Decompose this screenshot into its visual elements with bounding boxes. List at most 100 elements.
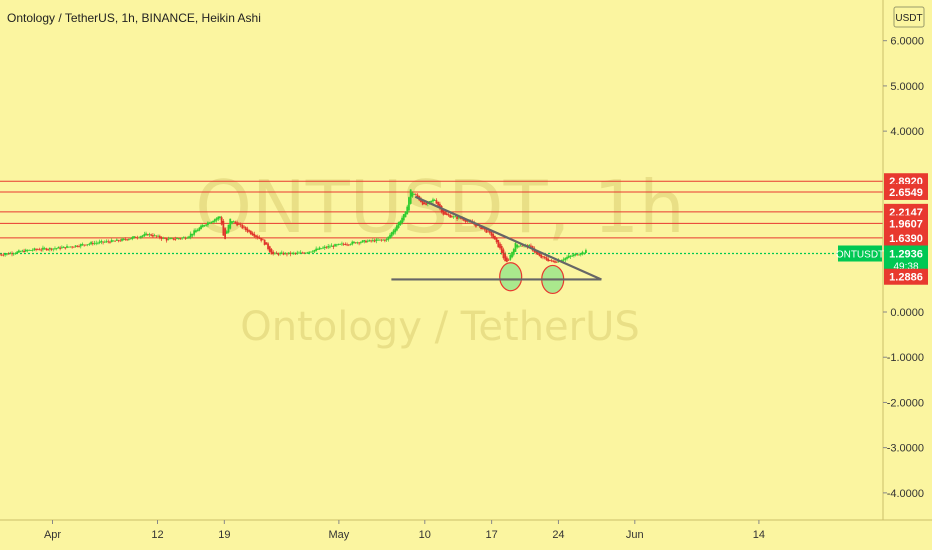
candle-body bbox=[413, 193, 416, 195]
candle-body bbox=[316, 249, 319, 250]
candle-body bbox=[394, 228, 397, 233]
candle-body bbox=[85, 244, 87, 246]
candle-body bbox=[88, 243, 91, 245]
candle-body bbox=[155, 235, 158, 237]
candle-body bbox=[213, 219, 216, 222]
candle-body bbox=[236, 222, 239, 226]
candle-body bbox=[90, 242, 92, 245]
candle-body bbox=[493, 235, 496, 240]
candle-body bbox=[179, 238, 182, 240]
currency-label: USDT bbox=[895, 13, 922, 24]
candle-body bbox=[194, 230, 197, 233]
candle-body bbox=[2, 254, 5, 256]
candle-body bbox=[0, 254, 1, 256]
time-tick-label: 10 bbox=[419, 529, 431, 541]
candle-body bbox=[4, 254, 7, 256]
candle-body bbox=[134, 237, 137, 238]
candle-body bbox=[69, 246, 72, 248]
candle-body bbox=[251, 232, 254, 236]
candle-body bbox=[289, 253, 292, 255]
candle-body bbox=[318, 247, 321, 250]
low-marker-label: 1.2886 bbox=[889, 272, 923, 284]
candle-body bbox=[267, 243, 269, 250]
candle-body bbox=[585, 250, 587, 253]
candle-body bbox=[24, 249, 27, 252]
candle-body bbox=[76, 246, 79, 247]
candle-body bbox=[576, 254, 579, 256]
candle-body bbox=[430, 200, 433, 203]
candle-body bbox=[232, 221, 235, 223]
candle-body bbox=[28, 249, 31, 251]
candle-body bbox=[304, 252, 307, 254]
candle-body bbox=[344, 244, 347, 246]
candle-body bbox=[354, 242, 357, 244]
price-tick-label: -4.0000 bbox=[887, 488, 924, 500]
candle-body bbox=[224, 228, 226, 239]
candle-body bbox=[59, 247, 62, 249]
candle-body bbox=[131, 237, 134, 239]
candle-body bbox=[165, 238, 168, 241]
candle-body bbox=[401, 217, 403, 224]
candle-body bbox=[435, 200, 438, 204]
candle-body bbox=[167, 238, 170, 240]
candle-body bbox=[263, 239, 266, 245]
candle-body bbox=[141, 235, 144, 237]
candle-body bbox=[504, 253, 507, 262]
time-tick-label: 24 bbox=[552, 529, 564, 541]
candle-body bbox=[42, 247, 44, 250]
candle-body bbox=[555, 261, 558, 263]
candle-body bbox=[284, 252, 287, 254]
candle-body bbox=[414, 194, 417, 196]
candle-body bbox=[35, 249, 37, 250]
highlight-circle[interactable] bbox=[499, 262, 523, 292]
candle-body bbox=[390, 232, 393, 237]
candle-body bbox=[143, 233, 146, 237]
price-tick-label: 5.0000 bbox=[890, 81, 924, 93]
candle-body bbox=[438, 203, 441, 209]
candle-body bbox=[421, 200, 424, 205]
candle-body bbox=[322, 247, 324, 249]
currency-button[interactable]: USDT bbox=[893, 6, 925, 28]
candle-body bbox=[377, 239, 379, 241]
candle-body bbox=[404, 211, 407, 218]
candle-body bbox=[162, 237, 165, 239]
candle-body bbox=[356, 242, 359, 244]
candle-body bbox=[298, 252, 300, 254]
candle-body bbox=[346, 244, 348, 246]
level-label-box bbox=[884, 215, 928, 232]
candle-body bbox=[330, 245, 333, 247]
candle-body bbox=[115, 239, 118, 241]
candle-body bbox=[311, 251, 314, 253]
candle-body bbox=[256, 236, 259, 239]
candle-body bbox=[139, 236, 142, 238]
trendline-descending[interactable] bbox=[414, 195, 602, 281]
time-tick-label: Jun bbox=[626, 529, 644, 541]
time-tick-label: Apr bbox=[44, 529, 61, 541]
candle-body bbox=[382, 239, 385, 241]
candle-body bbox=[215, 218, 218, 221]
candle-body bbox=[55, 248, 58, 250]
price-tick-label: -3.0000 bbox=[887, 443, 924, 455]
candle-body bbox=[530, 245, 532, 247]
candle-body bbox=[437, 201, 440, 206]
candle-body bbox=[301, 252, 304, 254]
candle-body bbox=[205, 224, 208, 226]
candle-body bbox=[21, 250, 24, 252]
candle-body bbox=[272, 251, 275, 254]
candle-body bbox=[7, 253, 10, 255]
candle-body bbox=[308, 251, 311, 253]
candle-body bbox=[177, 238, 180, 240]
candle-body bbox=[387, 236, 390, 240]
candle-body bbox=[454, 216, 457, 218]
candle-body bbox=[45, 248, 48, 251]
candle-body bbox=[543, 256, 546, 259]
candle-body bbox=[152, 235, 154, 237]
candle-body bbox=[514, 243, 517, 252]
price-axis-ticks: 6.0000 5.0000 4.0000 0.0000 -1.0000 -2.0000 -3… bbox=[883, 36, 924, 500]
candle-body bbox=[158, 235, 161, 239]
candle-body bbox=[564, 257, 567, 260]
candle-body bbox=[9, 252, 12, 254]
candle-body bbox=[399, 221, 402, 226]
candle-body bbox=[112, 240, 115, 242]
